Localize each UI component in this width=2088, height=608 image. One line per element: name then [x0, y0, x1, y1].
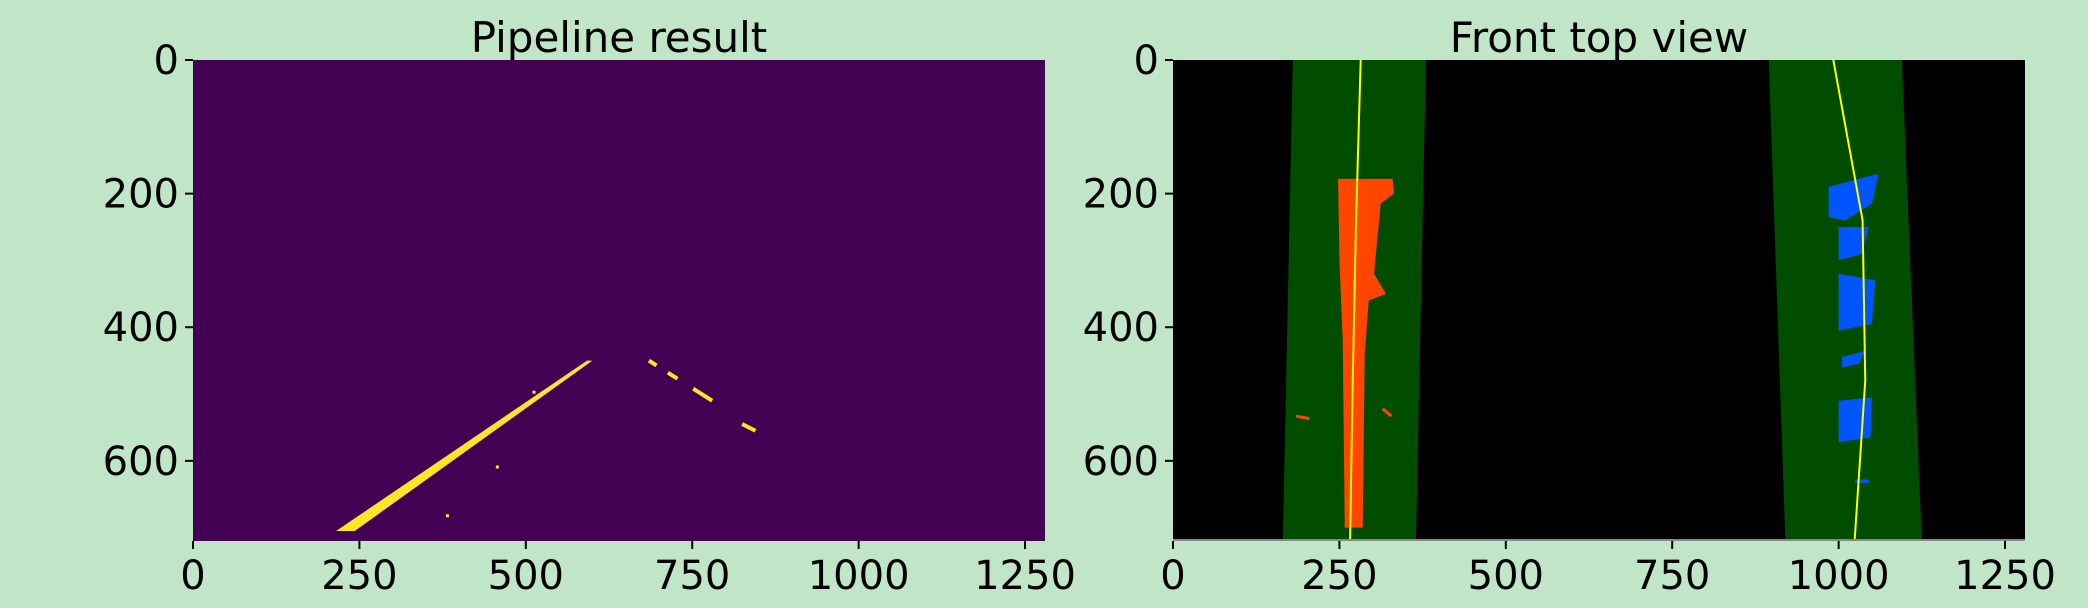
x-tick-label: 1250 [974, 553, 1076, 599]
plot-area [193, 60, 1045, 541]
x-tick-label: 750 [654, 553, 730, 599]
x-tick-label: 0 [180, 553, 205, 599]
left-lane-pixels [1381, 407, 1393, 418]
fit-line-right [1832, 60, 1867, 541]
x-tick-label: 1000 [808, 553, 910, 599]
lane-dash-pixels [741, 422, 757, 433]
x-tick-label: 1250 [1954, 553, 2056, 599]
noise-pixel [495, 465, 499, 469]
lane-line-pixels [336, 360, 593, 531]
fit-line-left [1349, 60, 1362, 541]
pipeline-result-panel: Pipeline result 0 250 500 750 1000 1250 0 200 4… [103, 13, 1076, 599]
right-lane-pixels [1828, 173, 1879, 221]
lane-dash-pixels [692, 386, 714, 403]
x-tick-label: 0 [1160, 553, 1185, 599]
x-tick-label: 500 [488, 553, 564, 599]
lane-dash-pixels [647, 358, 658, 368]
x-tick-label: 500 [1468, 553, 1544, 599]
x-tick-label: 250 [1301, 553, 1377, 599]
chart-title: Front top view [1450, 13, 1748, 62]
x-tick-label: 250 [321, 553, 397, 599]
y-tick-label: 0 [154, 38, 179, 84]
left-lane-pixels [1295, 414, 1310, 421]
y-tick-label: 600 [103, 439, 179, 485]
y-tick-label: 600 [1083, 439, 1159, 485]
y-tick-label: 400 [103, 305, 179, 351]
right-lane-pixels [1841, 350, 1866, 368]
chart-title: Pipeline result [471, 13, 768, 62]
right-lane-pixels [1855, 479, 1869, 483]
right-lane-pixels [1838, 227, 1869, 261]
right-lane-pixels [1838, 273, 1876, 331]
y-tick-label: 0 [1134, 38, 1159, 84]
y-tick-label: 200 [1083, 172, 1159, 218]
noise-pixel [445, 514, 449, 518]
y-tick-label: 400 [1083, 305, 1159, 351]
lane-dash-pixels [666, 370, 679, 381]
noise-pixel [532, 390, 536, 394]
front-top-view-panel: Front top view 0 250 500 750 1000 1250 0 200 40… [1083, 13, 2056, 599]
right-lane-pixels [1838, 397, 1872, 443]
y-tick-label: 200 [103, 172, 179, 218]
x-tick-label: 1000 [1788, 553, 1890, 599]
x-tick-label: 750 [1634, 553, 1710, 599]
